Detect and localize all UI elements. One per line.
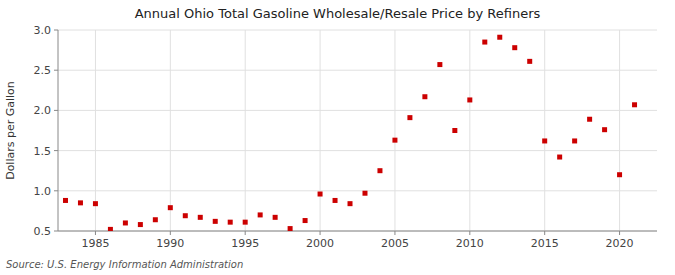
grid-line <box>170 30 171 231</box>
grid-line <box>95 30 96 231</box>
point <box>93 201 98 206</box>
point <box>138 222 143 227</box>
point <box>527 59 532 64</box>
grid-line <box>469 30 470 231</box>
tick-label: 2000 <box>306 237 334 250</box>
point <box>213 219 218 224</box>
tick-mark <box>54 110 58 111</box>
tick-label: 1990 <box>156 237 184 250</box>
point <box>362 191 367 196</box>
tick-mark <box>544 231 545 235</box>
point <box>258 212 263 217</box>
tick-mark <box>245 231 246 235</box>
point <box>273 215 278 220</box>
point <box>422 94 427 99</box>
tick-label: 3.0 <box>34 24 52 37</box>
tick-label: 0.5 <box>34 225 52 238</box>
chart: Annual Ohio Total Gasoline Wholesale/Res… <box>0 0 675 275</box>
point <box>572 138 577 143</box>
tick-mark <box>95 231 96 235</box>
grid-line <box>58 110 657 111</box>
tick-mark <box>619 231 620 235</box>
point <box>407 115 412 120</box>
tick-mark <box>469 231 470 235</box>
tick-label: 1995 <box>231 237 259 250</box>
tick-label: 1.5 <box>34 145 52 158</box>
tick-mark <box>320 231 321 235</box>
point <box>288 226 293 231</box>
point <box>243 220 248 225</box>
tick-mark <box>394 231 395 235</box>
point <box>512 45 517 50</box>
grid-line <box>58 150 657 151</box>
point <box>632 102 637 107</box>
point <box>318 192 323 197</box>
grid-line <box>619 30 620 231</box>
point <box>168 205 173 210</box>
point <box>542 138 547 143</box>
tick-label: 2010 <box>456 237 484 250</box>
tick-label: 2015 <box>531 237 559 250</box>
x-axis-line <box>58 231 657 232</box>
grid-line <box>245 30 246 231</box>
point <box>78 200 83 205</box>
point <box>377 168 382 173</box>
tick-mark <box>54 150 58 151</box>
tick-mark <box>54 30 58 31</box>
point <box>198 215 203 220</box>
point <box>452 128 457 133</box>
grid-line <box>58 30 657 31</box>
point <box>348 201 353 206</box>
point <box>482 40 487 45</box>
title: Annual Ohio Total Gasoline Wholesale/Res… <box>135 6 541 21</box>
point <box>392 138 397 143</box>
point <box>123 220 128 225</box>
point <box>557 155 562 160</box>
source: Source: U.S. Energy Information Administ… <box>6 259 243 270</box>
tick-label: 2020 <box>606 237 634 250</box>
point <box>183 213 188 218</box>
grid-line <box>394 30 395 231</box>
tick-label: 2005 <box>381 237 409 250</box>
point <box>228 220 233 225</box>
point <box>467 97 472 102</box>
grid-line <box>58 70 657 71</box>
grid-line <box>58 190 657 191</box>
tick-label: 1.0 <box>34 185 52 198</box>
point <box>108 227 113 231</box>
tick-label: 2.0 <box>34 104 52 117</box>
point <box>617 172 622 177</box>
y-axis-label: Dollars per Gallon <box>4 81 17 180</box>
axes: 0.5 1.0 1.5 2.0 2.5 3.0 1985 1990 1995 2000 2005 20… <box>34 24 658 250</box>
grid-line <box>320 30 321 231</box>
tick-mark <box>54 70 58 71</box>
point <box>63 198 68 203</box>
tick-mark <box>54 231 58 232</box>
tick-label: 1985 <box>81 237 109 250</box>
y-axis-line <box>58 30 59 231</box>
point <box>497 35 502 40</box>
point <box>303 218 308 223</box>
grid-line <box>544 30 545 231</box>
point <box>437 62 442 67</box>
point <box>602 127 607 132</box>
point <box>587 117 592 122</box>
grid-line <box>58 231 657 232</box>
tick-mark <box>170 231 171 235</box>
tick-mark <box>54 190 58 191</box>
grid <box>58 30 657 231</box>
point <box>153 217 158 222</box>
point <box>333 198 338 203</box>
points <box>63 35 637 231</box>
tick-label: 2.5 <box>34 64 52 77</box>
